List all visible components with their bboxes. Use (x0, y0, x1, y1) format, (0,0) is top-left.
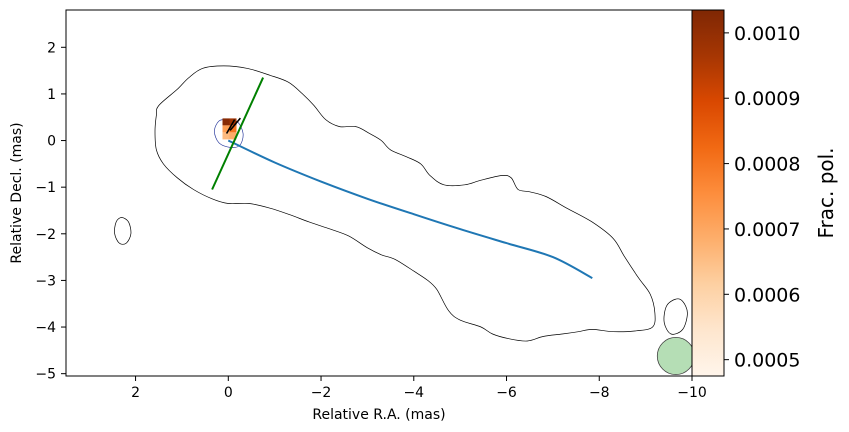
colorbar-label: Frac. pol. (814, 147, 838, 238)
y-axis-label: Relative Decl. (mas) (9, 122, 25, 263)
contour-right-blob (663, 298, 688, 335)
contour-left-blob (114, 217, 132, 245)
y-tick-label: −1 (35, 180, 56, 196)
y-tick-label: −3 (35, 273, 56, 289)
x-tick-label: −2 (311, 385, 332, 401)
contour-layer (114, 65, 688, 342)
y-tick-label: 2 (47, 40, 56, 56)
evpa-tick-1 (225, 119, 236, 134)
pol-pixel-4 (222, 132, 230, 140)
line-layer (211, 77, 593, 279)
y-tick-label: 0 (47, 134, 56, 150)
pol-pixel-5 (229, 132, 237, 140)
colorbar: 0.0010 0.0009 0.0008 0.0007 0.0006 0.0005 Fra… (691, 9, 838, 377)
x-axis-label: Relative R.A. (mas) (312, 407, 445, 423)
pol-pixel-2 (222, 125, 230, 133)
colorbar-tick-label: 0.0009 (734, 88, 800, 110)
y-tick-label: −2 (35, 227, 56, 243)
contour-jet-outline (154, 65, 656, 342)
beam-layer (656, 337, 692, 375)
colorbar-frame (691, 9, 725, 377)
beam-ellipse (656, 337, 692, 375)
colorbar-ticks: 0.0010 0.0009 0.0008 0.0007 0.0006 0.0005 (724, 23, 800, 372)
evpa-tick-0 (229, 117, 242, 131)
colorbar-tick-label: 0.0005 (734, 350, 800, 372)
plot-area: 2 0 −2 −4 −6 −8 −10 2 1 0 −1 −2 −3 −4 −5 (35, 9, 707, 401)
y-tick-label: −5 (35, 367, 56, 383)
pol-pixel-0 (222, 118, 230, 126)
colorbar-gradient (692, 10, 724, 376)
x-tick-label: −6 (496, 385, 517, 401)
x-tick-label: −10 (677, 385, 707, 401)
colorbar-tick-label: 0.0008 (734, 154, 800, 176)
x-tick-label: 0 (224, 385, 233, 401)
y-tick-label: −4 (35, 320, 56, 336)
x-tick-label: −4 (403, 385, 424, 401)
colorbar-tick-label: 0.0010 (734, 23, 800, 45)
x-axis-ticks: 2 0 −2 −4 −6 −8 −10 (131, 376, 707, 401)
evpa-layer (225, 117, 242, 134)
x-tick-label: 2 (131, 385, 140, 401)
series-line-0 (227, 139, 593, 279)
plot-frame (65, 9, 693, 377)
colorbar-tick-label: 0.0006 (734, 284, 800, 306)
x-tick-label: −8 (589, 385, 610, 401)
y-axis-ticks: 2 1 0 −1 −2 −3 −4 −5 (35, 40, 66, 383)
y-tick-label: 1 (47, 87, 56, 103)
pol-pixel-3 (229, 125, 237, 133)
colorbar-tick-label: 0.0007 (734, 219, 800, 241)
series-line-1 (211, 77, 265, 190)
